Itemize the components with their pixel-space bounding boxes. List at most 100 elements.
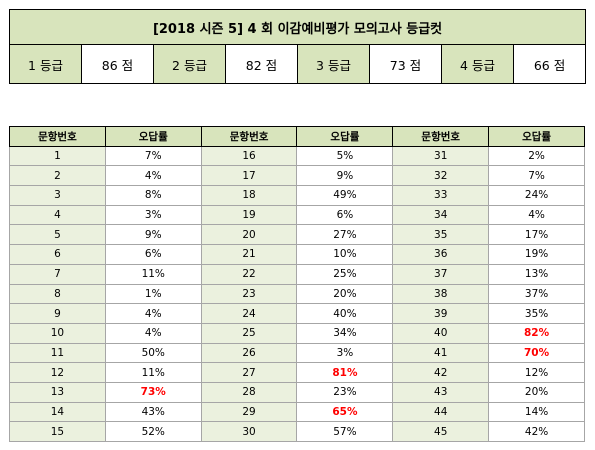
grade-score: 73 점 [369, 44, 442, 84]
error-rate-header-row: 문항번호 오답률 문항번호 오답률 문항번호 오답률 [9, 126, 585, 147]
question-number: 11 [9, 342, 106, 364]
table-row: 8 1% 23 20% 38 37% [9, 283, 585, 305]
error-rate: 37% [488, 283, 585, 305]
table-row: 4 3% 19 6% 34 4% [9, 204, 585, 226]
grade-label: 2 등급 [153, 44, 226, 84]
error-rate: 4% [104, 303, 202, 324]
error-rate: 19% [488, 244, 585, 265]
column-header-error-rate: 오답률 [488, 126, 585, 147]
error-rate: 3% [104, 204, 202, 226]
question-number: 19 [200, 204, 298, 226]
error-rate-body: 1 7% 16 5% 31 2% 2 4% 17 9% 32 7% 3 8% 18 49% 33 24% 4 3% 19… [9, 145, 585, 442]
table-row: 1 7% 16 5% 31 2% [9, 145, 585, 167]
question-number: 10 [9, 322, 106, 344]
error-rate: 7% [104, 145, 202, 167]
error-rate: 2% [488, 145, 585, 167]
question-number: 34 [392, 204, 490, 226]
error-rate: 40% [296, 303, 394, 324]
question-number: 24 [200, 303, 298, 324]
question-number: 16 [200, 145, 298, 167]
question-number: 8 [9, 283, 106, 305]
question-number: 43 [392, 381, 490, 403]
grade-label: 3 등급 [297, 44, 370, 84]
error-rate-highlighted: 81% [296, 362, 394, 383]
error-rate: 5% [296, 145, 394, 167]
question-number: 26 [200, 342, 298, 364]
question-number: 38 [392, 283, 490, 305]
grade-score: 66 점 [512, 44, 587, 84]
error-rate: 6% [104, 244, 202, 265]
error-rate-highlighted: 65% [296, 401, 394, 423]
question-number: 12 [9, 362, 106, 383]
table-row: 15 52% 30 57% 45 42% [9, 421, 585, 442]
question-number: 13 [9, 381, 106, 403]
error-rate-highlighted: 73% [104, 381, 202, 403]
table-row: 5 9% 20 27% 35 17% [9, 224, 585, 246]
error-rate: 10% [296, 244, 394, 265]
column-header-question-number: 문항번호 [9, 126, 106, 147]
grade-row: 1 등급 86 점 2 등급 82 점 3 등급 73 점 4 등급 66 점 [9, 44, 587, 84]
question-number: 6 [9, 244, 106, 265]
error-rate: 23% [296, 381, 394, 403]
question-number: 30 [200, 421, 298, 442]
error-rate: 11% [104, 362, 202, 383]
question-number: 28 [200, 381, 298, 403]
question-number: 32 [392, 165, 490, 187]
error-rate: 13% [488, 263, 585, 285]
table-row: 12 11% 27 81% 42 12% [9, 362, 585, 383]
grade-score: 86 점 [81, 44, 154, 84]
error-rate-highlighted: 70% [488, 342, 585, 364]
table-row: 3 8% 18 49% 33 24% [9, 185, 585, 206]
question-number: 29 [200, 401, 298, 423]
error-rate: 8% [104, 185, 202, 206]
error-rate: 11% [104, 263, 202, 285]
table-row: 6 6% 21 10% 36 19% [9, 244, 585, 265]
table-row: 13 73% 28 23% 43 20% [9, 381, 585, 403]
question-number: 5 [9, 224, 106, 246]
error-rate: 9% [296, 165, 394, 187]
question-number: 39 [392, 303, 490, 324]
question-number: 2 [9, 165, 106, 187]
error-rate: 24% [488, 185, 585, 206]
error-rate: 9% [104, 224, 202, 246]
question-number: 27 [200, 362, 298, 383]
error-rate: 35% [488, 303, 585, 324]
error-rate: 50% [104, 342, 202, 364]
question-number: 15 [9, 421, 106, 442]
error-rate: 7% [488, 165, 585, 187]
column-header-question-number: 문항번호 [392, 126, 490, 147]
question-number: 37 [392, 263, 490, 285]
error-rate: 20% [488, 381, 585, 403]
error-rate: 1% [104, 283, 202, 305]
error-rate: 20% [296, 283, 394, 305]
error-rate: 12% [488, 362, 585, 383]
grade-label: 1 등급 [9, 44, 82, 84]
error-rate-highlighted: 82% [488, 322, 585, 344]
question-number: 1 [9, 145, 106, 167]
error-rate: 42% [488, 421, 585, 442]
question-number: 41 [392, 342, 490, 364]
table-row: 11 50% 26 3% 41 70% [9, 342, 585, 364]
error-rate: 25% [296, 263, 394, 285]
table-row: 14 43% 29 65% 44 14% [9, 401, 585, 423]
error-rate: 17% [488, 224, 585, 246]
error-rate: 4% [104, 322, 202, 344]
question-number: 44 [392, 401, 490, 423]
table-row: 2 4% 17 9% 32 7% [9, 165, 585, 187]
table-row: 7 11% 22 25% 37 13% [9, 263, 585, 285]
error-rate: 57% [296, 421, 394, 442]
question-number: 31 [392, 145, 490, 167]
question-number: 14 [9, 401, 106, 423]
error-rate: 27% [296, 224, 394, 246]
error-rate: 34% [296, 322, 394, 344]
grade-label: 4 등급 [441, 44, 514, 84]
error-rate: 14% [488, 401, 585, 423]
question-number: 18 [200, 185, 298, 206]
question-number: 42 [392, 362, 490, 383]
error-rate: 4% [488, 204, 585, 226]
question-number: 45 [392, 421, 490, 442]
error-rate: 52% [104, 421, 202, 442]
question-number: 40 [392, 322, 490, 344]
question-number: 25 [200, 322, 298, 344]
table-row: 10 4% 25 34% 40 82% [9, 322, 585, 344]
